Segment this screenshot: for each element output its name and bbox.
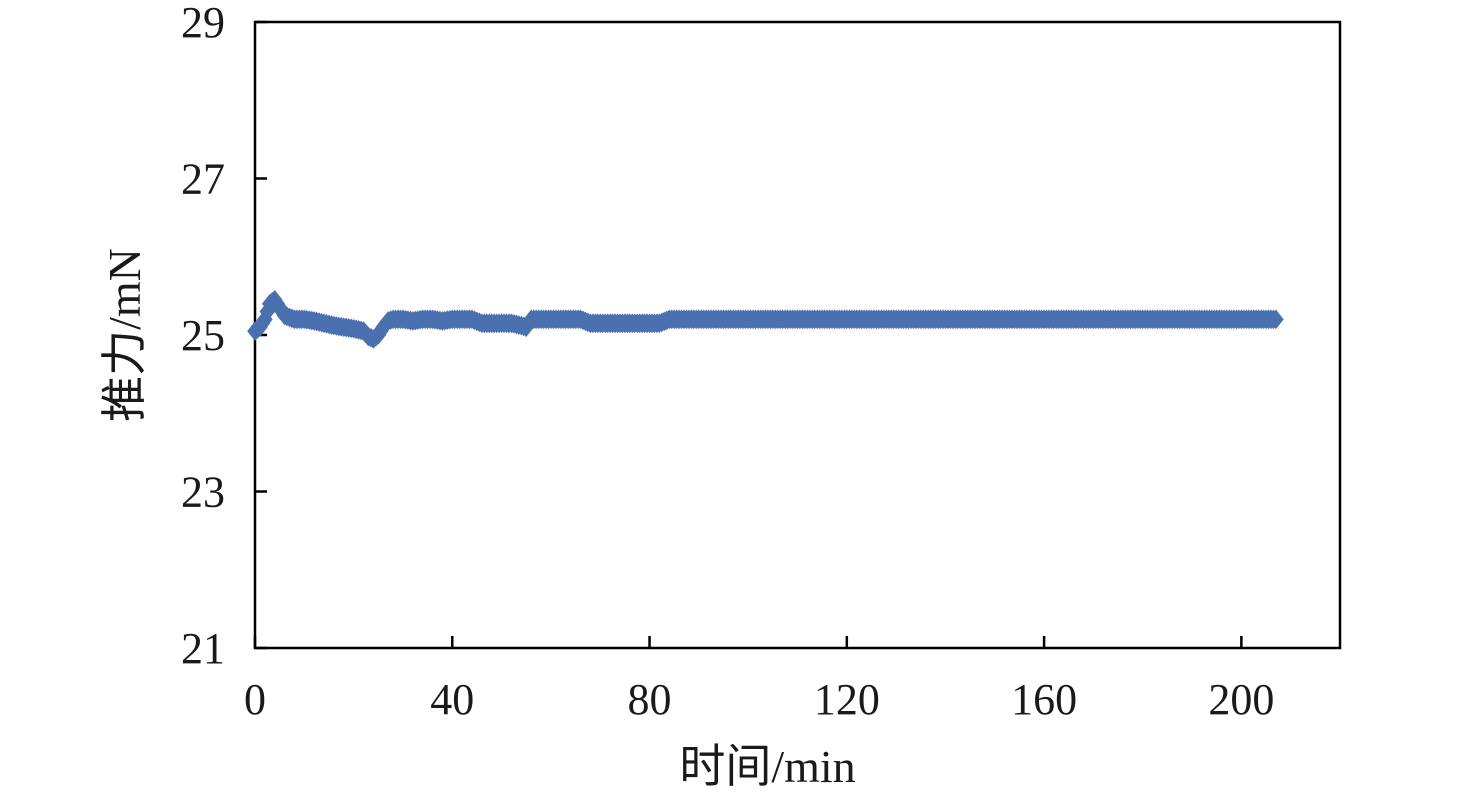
x-axis: 0 40 80 120 160 200 — [244, 636, 1274, 724]
y-tick-label: 27 — [181, 155, 225, 204]
y-tick-label: 23 — [181, 468, 225, 517]
y-axis-title: 推力/mN — [99, 248, 150, 422]
x-axis-title: 时间/min — [679, 741, 855, 792]
data-point — [1268, 309, 1284, 330]
x-tick-label: 160 — [1011, 675, 1077, 724]
y-axis: 21 23 25 27 29 — [181, 0, 267, 673]
x-tick-label: 40 — [430, 675, 474, 724]
y-tick-label: 29 — [181, 0, 225, 47]
x-tick-label: 0 — [244, 675, 266, 724]
y-tick-label: 25 — [181, 311, 225, 360]
y-tick-label: 21 — [181, 624, 225, 673]
x-tick-label: 120 — [814, 675, 880, 724]
plot-frame — [253, 20, 1342, 650]
x-tick-label: 80 — [628, 675, 672, 724]
x-tick-label: 200 — [1208, 675, 1274, 724]
data-series — [247, 289, 1284, 349]
